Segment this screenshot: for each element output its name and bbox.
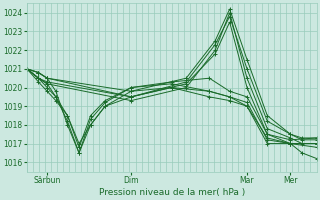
X-axis label: Pression niveau de la mer( hPa ): Pression niveau de la mer( hPa ): [99, 188, 245, 197]
